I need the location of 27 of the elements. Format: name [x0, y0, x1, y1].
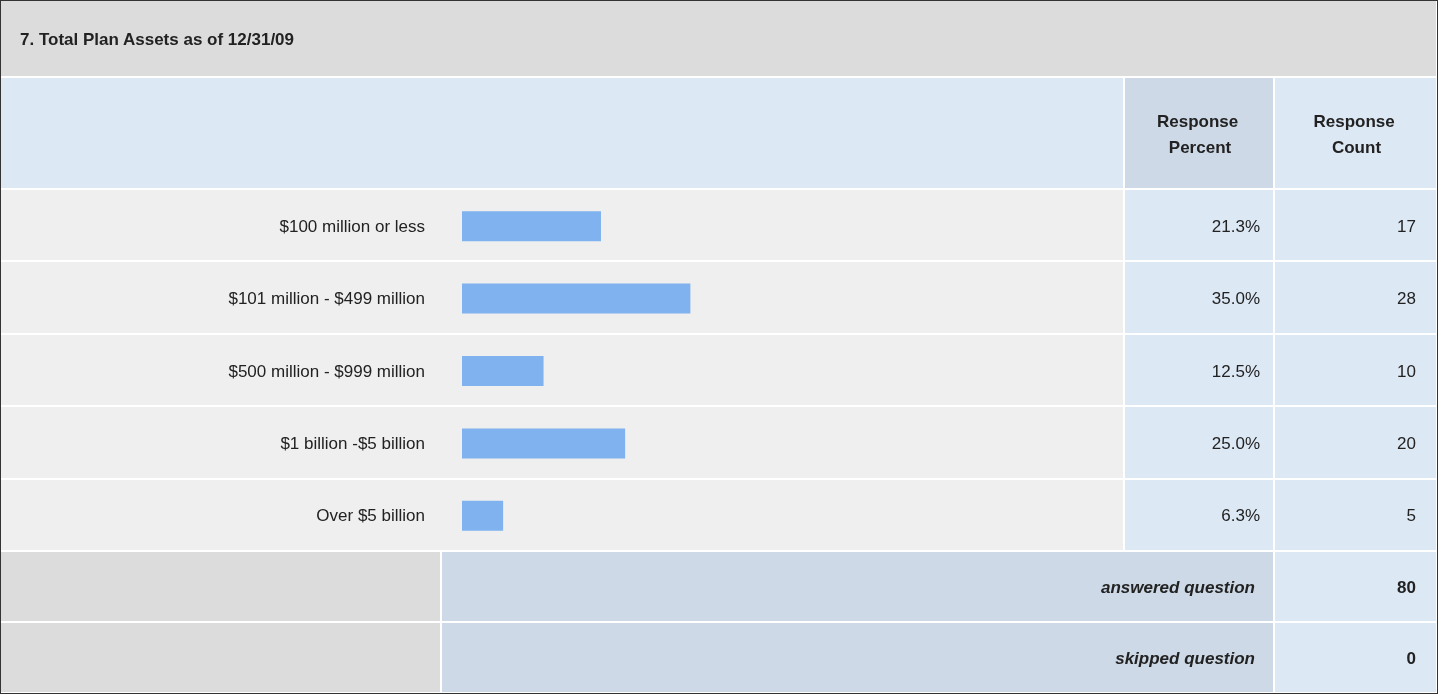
text: 0 [1406, 649, 1416, 668]
text: skipped question [1115, 649, 1255, 668]
data-label: 12.5% [1211, 361, 1260, 381]
text: 80 [1397, 578, 1416, 597]
bar [462, 428, 626, 459]
y-tick-label: Over $5 billion [316, 506, 425, 526]
y-tick-label: $500 million - $999 million [228, 361, 425, 381]
text: 17 [1397, 216, 1416, 236]
data-label: 21.3% [1211, 216, 1260, 236]
y-tick-label: $101 million - $499 million [228, 289, 425, 309]
y-tick-label: $1 billion -$5 billion [280, 433, 425, 453]
bar [462, 356, 544, 386]
text: Response Percent [1157, 111, 1243, 157]
data-label: 35.0% [1211, 289, 1260, 309]
text: 5 [1406, 506, 1416, 526]
text: 10 [1397, 361, 1416, 381]
bar [462, 283, 691, 314]
text: 28 [1397, 289, 1416, 309]
bar [462, 211, 601, 242]
text: Response Count [1313, 111, 1400, 157]
text: 20 [1397, 433, 1416, 453]
text: 7. Total Plan Assets as of 12/31/09 [20, 29, 295, 49]
y-tick-label: $100 million or less [279, 216, 425, 236]
data-label: 25.0% [1211, 433, 1260, 453]
text: answered question [1101, 578, 1255, 597]
bar [462, 500, 504, 531]
data-label: 6.3% [1221, 506, 1260, 526]
